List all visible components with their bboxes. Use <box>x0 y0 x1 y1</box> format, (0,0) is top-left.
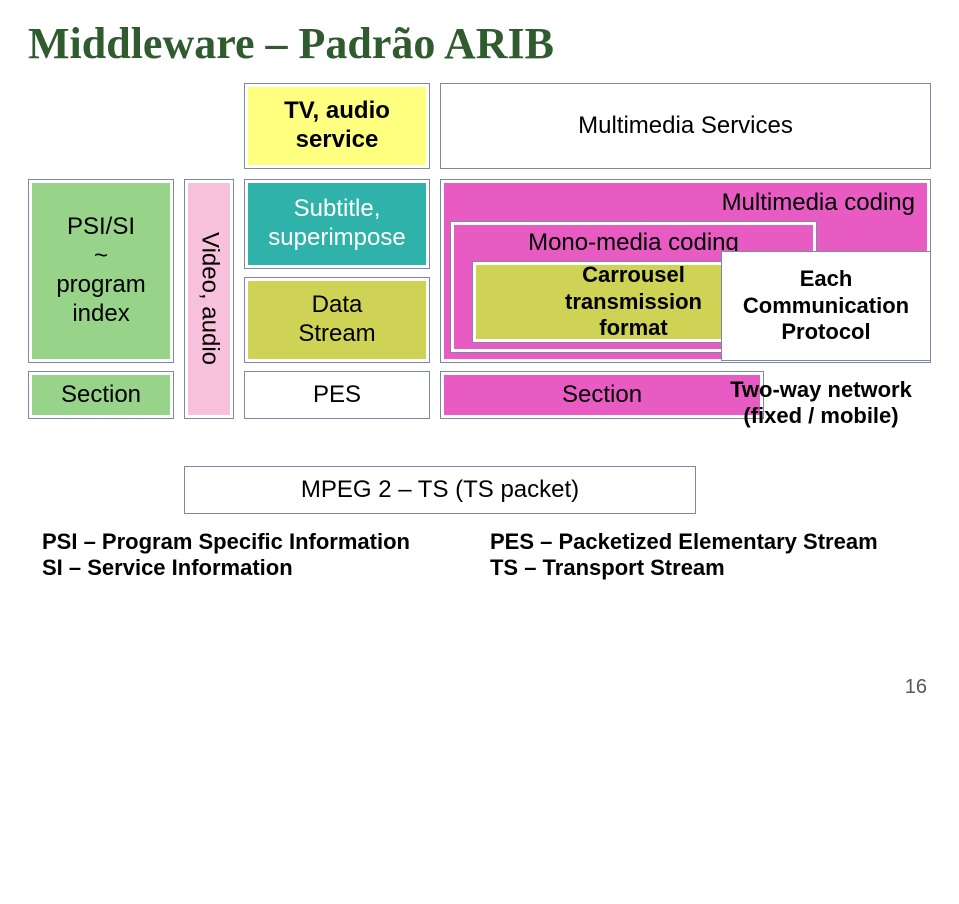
mpeg-ts-box: MPEG 2 – TS (TS packet) <box>184 466 696 514</box>
legend-left: PSI – Program Specific Information SI – … <box>42 529 410 581</box>
row-services: TV, audio service Multimedia Services <box>28 83 931 169</box>
multimedia-coding-label: Multimedia coding <box>722 189 915 218</box>
stack-area: PSI/SI ~ program index Section Video, au… <box>28 179 931 475</box>
legend-ts: TS – Transport Stream <box>490 555 878 581</box>
multimedia-services-box: Multimedia Services <box>440 83 931 169</box>
legend-psi: PSI – Program Specific Information <box>42 529 410 555</box>
page-title: Middleware – Padrão ARIB <box>28 18 931 69</box>
legend-pes: PES – Packetized Elementary Stream <box>490 529 878 555</box>
multimedia-services-label: Multimedia Services <box>444 87 927 165</box>
mpeg-ts-label: MPEG 2 – TS (TS packet) <box>188 470 692 510</box>
page-number: 16 <box>905 676 927 699</box>
psisi-box: PSI/SI ~ program index <box>28 179 174 363</box>
legend-right: PES – Packetized Elementary Stream TS – … <box>490 529 878 581</box>
col-multimedia: Multimedia coding Mono-media coding Carr… <box>440 179 931 475</box>
col-subtitle: Subtitle, superimpose Data Stream PES <box>244 179 430 475</box>
video-audio-label: Video, audio <box>188 183 230 415</box>
psisi-label: PSI/SI ~ program index <box>32 183 170 359</box>
each-comm-box: Each Communication Protocol <box>721 251 931 361</box>
subtitle-label: Subtitle, superimpose <box>248 183 426 265</box>
legend-si: SI – Service Information <box>42 555 410 581</box>
pes-label: PES <box>248 375 426 415</box>
two-way-label: Two-way network (fixed / mobile) <box>711 377 931 429</box>
legend: PSI – Program Specific Information SI – … <box>42 529 931 581</box>
video-audio-box: Video, audio <box>184 179 234 419</box>
col-video-audio: Video, audio <box>184 179 234 475</box>
data-stream-box: Data Stream <box>244 277 430 363</box>
each-comm-label: Each Communication Protocol <box>725 255 927 357</box>
tv-audio-service-label: TV, audio service <box>248 87 426 165</box>
col-psisi: PSI/SI ~ program index Section <box>28 179 174 475</box>
tv-audio-service-box: TV, audio service <box>244 83 430 169</box>
pes-box: PES <box>244 371 430 419</box>
mono-media-label: Mono-media coding <box>528 229 739 258</box>
subtitle-box: Subtitle, superimpose <box>244 179 430 269</box>
psisi-section-label: Section <box>32 375 170 415</box>
psisi-section-box: Section <box>28 371 174 419</box>
data-stream-label: Data Stream <box>248 281 426 359</box>
